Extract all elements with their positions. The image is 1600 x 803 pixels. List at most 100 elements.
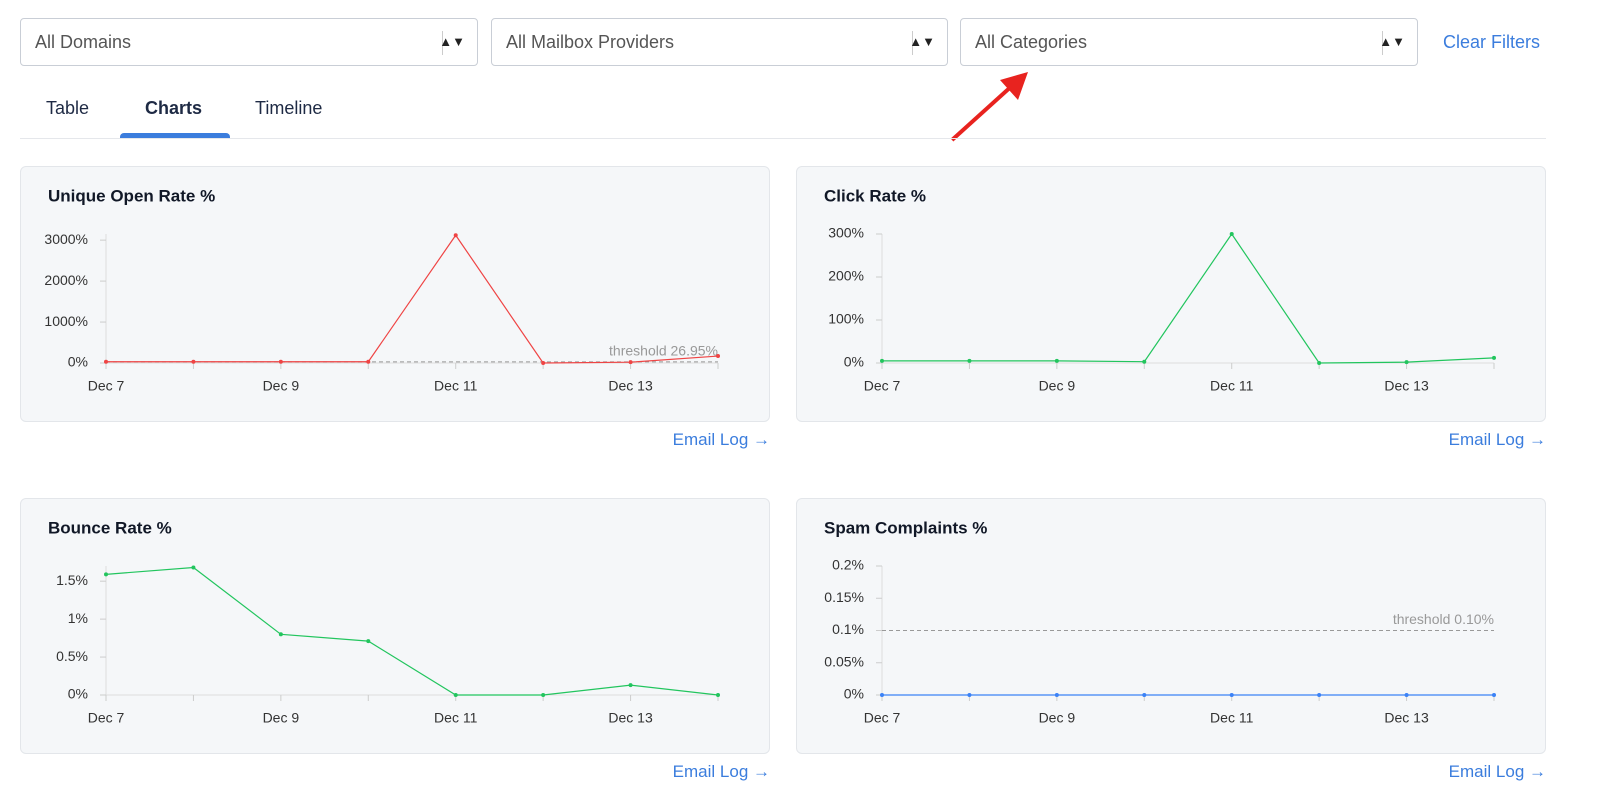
x-tick-label: Dec 13 <box>608 710 653 726</box>
y-tick-label: 0% <box>68 686 88 702</box>
x-tick-label: Dec 13 <box>1384 710 1429 726</box>
data-point <box>1404 693 1409 697</box>
chart-title: Spam Complaints % <box>824 518 987 537</box>
x-tick-label: Dec 7 <box>88 378 125 394</box>
x-tick-label: Dec 11 <box>1210 378 1254 394</box>
data-point <box>191 359 196 364</box>
data-point <box>1142 693 1147 697</box>
data-point <box>541 693 546 697</box>
data-point <box>628 683 633 688</box>
active-tab-indicator <box>120 133 230 139</box>
data-point <box>1054 358 1059 363</box>
data-point <box>880 693 884 697</box>
chart-title: Bounce Rate % <box>48 518 172 537</box>
data-point <box>1404 360 1409 365</box>
clear-filters[interactable]: Clear Filters <box>1443 32 1541 52</box>
email-log-link[interactable]: Email Log → <box>672 430 770 449</box>
x-tick-label: Dec 9 <box>263 378 300 394</box>
data-point <box>880 358 884 363</box>
x-tick-label: Dec 9 <box>1039 710 1076 726</box>
y-tick-label: 1.5% <box>56 572 88 588</box>
chart-title: Unique Open Rate % <box>48 186 215 205</box>
y-tick-label: 1000% <box>44 313 88 329</box>
annotation-arrow <box>950 72 1028 142</box>
data-point <box>278 632 283 637</box>
email-log-link[interactable]: Email Log → <box>1448 762 1546 781</box>
chart: Unique Open Rate % 0% 1000% 2000% 3000% Dec 7… <box>44 186 720 394</box>
data-point <box>191 565 196 570</box>
data-point <box>104 572 108 577</box>
chart: Spam Complaints % 0% 0.05% 0.1% 0.15% 0.2% Dec… <box>824 518 1496 726</box>
data-point <box>104 359 108 364</box>
filter-text: All Mailbox Providers <box>506 32 675 52</box>
y-tick-label: 0.05% <box>824 653 864 669</box>
data-point <box>1142 359 1147 364</box>
series-line <box>105 566 719 696</box>
tab[interactable]: Timeline <box>255 98 323 118</box>
data-point <box>366 639 371 644</box>
y-tick-label: 300% <box>828 225 864 241</box>
data-point <box>1492 355 1496 360</box>
domain-filter[interactable]: All Domains ▲▼ <box>20 18 478 66</box>
y-tick-label: 100% <box>828 311 864 327</box>
email-log-link[interactable]: Email Log → <box>1448 430 1546 449</box>
x-tick-label: Dec 11 <box>434 378 478 394</box>
data-point <box>967 358 972 363</box>
y-tick-label: 0% <box>844 686 864 702</box>
data-point <box>1317 693 1322 697</box>
chart: Bounce Rate % 0% 0.5% 1% 1.5% Dec 7 Dec 9 Dec 1… <box>48 518 720 726</box>
data-point <box>1492 693 1496 697</box>
y-tick-label: 1% <box>68 610 88 626</box>
x-tick-label: Dec 7 <box>864 378 901 394</box>
data-point <box>453 233 458 238</box>
threshold-label: threshold 26.95% <box>609 343 718 359</box>
data-point <box>1054 693 1059 697</box>
y-tick-label: 0% <box>844 354 864 370</box>
x-tick-label: Dec 11 <box>434 710 478 726</box>
filter-text: All Categories <box>975 32 1088 52</box>
data-point <box>1229 232 1234 236</box>
data-point <box>967 693 972 697</box>
y-tick-label: 200% <box>828 268 864 284</box>
threshold-label: threshold 0.10% <box>1393 611 1494 627</box>
data-point <box>628 360 633 365</box>
data-point <box>1229 693 1234 697</box>
chart-card: Unique Open Rate % 0% 1000% 2000% 3000% Dec 7… <box>20 166 770 422</box>
chart-title: Click Rate % <box>824 186 926 205</box>
x-tick-label: Dec 7 <box>864 710 901 726</box>
x-tick-label: Dec 9 <box>263 710 300 726</box>
chart: Click Rate % 0% 100% 200% 300% Dec 7 Dec 9 Dec … <box>824 186 1496 394</box>
data-point <box>716 354 720 359</box>
tab-divider <box>20 138 1546 139</box>
data-point <box>366 359 371 364</box>
series-line <box>882 232 1495 364</box>
data-point <box>1317 361 1322 365</box>
chart-card: Click Rate % 0% 100% 200% 300% Dec 7 Dec 9 Dec … <box>796 166 1546 422</box>
y-tick-label: 0.2% <box>832 557 864 573</box>
data-point <box>453 693 458 697</box>
chart-card: Bounce Rate % 0% 0.5% 1% 1.5% Dec 7 Dec 9 Dec 1… <box>20 498 770 754</box>
x-tick-label: Dec 11 <box>1210 710 1254 726</box>
data-point <box>278 359 283 364</box>
y-tick-label: 0% <box>68 354 88 370</box>
y-tick-label: 2000% <box>44 272 88 288</box>
filter-text: All Domains <box>35 32 132 52</box>
x-tick-label: Dec 13 <box>1384 378 1429 394</box>
email-log-link[interactable]: Email Log → <box>672 762 770 781</box>
tab[interactable]: Table <box>46 98 90 118</box>
chart-card: Spam Complaints % 0% 0.05% 0.1% 0.15% 0.2% Dec… <box>796 498 1546 754</box>
y-tick-label: 0.1% <box>832 621 864 637</box>
data-point <box>716 693 720 697</box>
tab[interactable]: Charts <box>145 98 203 118</box>
x-tick-label: Dec 13 <box>608 378 653 394</box>
y-tick-label: 3000% <box>44 231 88 247</box>
x-tick-label: Dec 9 <box>1039 378 1076 394</box>
y-tick-label: 0.5% <box>56 648 88 664</box>
x-tick-label: Dec 7 <box>88 710 125 726</box>
series-line <box>106 234 719 364</box>
category-filter[interactable]: All Categories ▲▼ <box>960 18 1418 66</box>
y-tick-label: 0.15% <box>824 589 864 605</box>
provider-filter[interactable]: All Mailbox Providers ▲▼ <box>491 18 948 66</box>
data-point <box>541 361 546 365</box>
